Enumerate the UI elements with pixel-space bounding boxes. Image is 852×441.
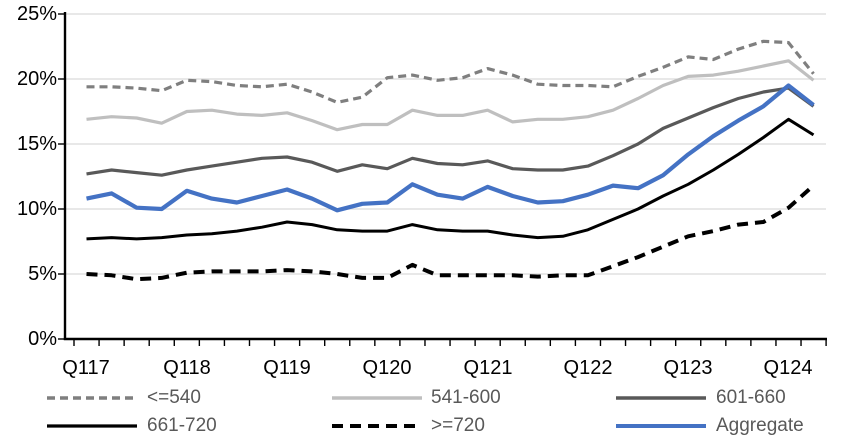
legend-swatch-ge720 [332,424,422,428]
y-tick-label-25: 25% [16,3,57,25]
series-line-661-720 [86,117,815,241]
x-tick-label-q123: Q123 [663,357,713,379]
y-tick-label-20: 20% [16,68,57,90]
legend-label-601-660: 601-660 [716,387,786,408]
series-line-540 [86,39,815,105]
x-tick-label-q117: Q117 [62,357,110,379]
legend-swatch-541-600 [332,396,422,400]
legend-swatch-aggregate [616,424,706,428]
legend-label-ge720: >=720 [431,415,485,436]
series-line-601-660 [86,86,815,177]
axis-ticks [58,13,827,346]
x-tick-label-q118: Q118 [163,357,211,379]
y-tick-label-15: 15% [16,133,57,155]
legend-swatch-601-660 [616,396,706,400]
x-tick-label-q124: Q124 [763,357,813,379]
x-tick-label-q120: Q120 [362,357,412,379]
series-line-aggregate [86,83,815,213]
x-tick-label-q122: Q122 [563,357,613,379]
y-tick-label-10: 10% [16,198,57,220]
series-line-541-600 [86,59,815,132]
series-lines [86,39,815,282]
legend-label-aggregate: Aggregate [716,415,804,436]
legend-label-le540: <=540 [147,387,201,408]
legend-label-541-600: 541-600 [431,387,501,408]
x-tick-label-q119: Q119 [263,357,311,379]
legend-swatch-le540 [47,396,137,400]
legend-label-661-720: 661-720 [147,415,217,436]
x-tick-label-q121: Q121 [463,357,513,379]
legend-swatch-661-720 [47,424,137,428]
series-line-720 [86,184,815,282]
y-tick-label-5: 5% [28,263,57,285]
y-tick-label-0: 0% [28,328,57,350]
